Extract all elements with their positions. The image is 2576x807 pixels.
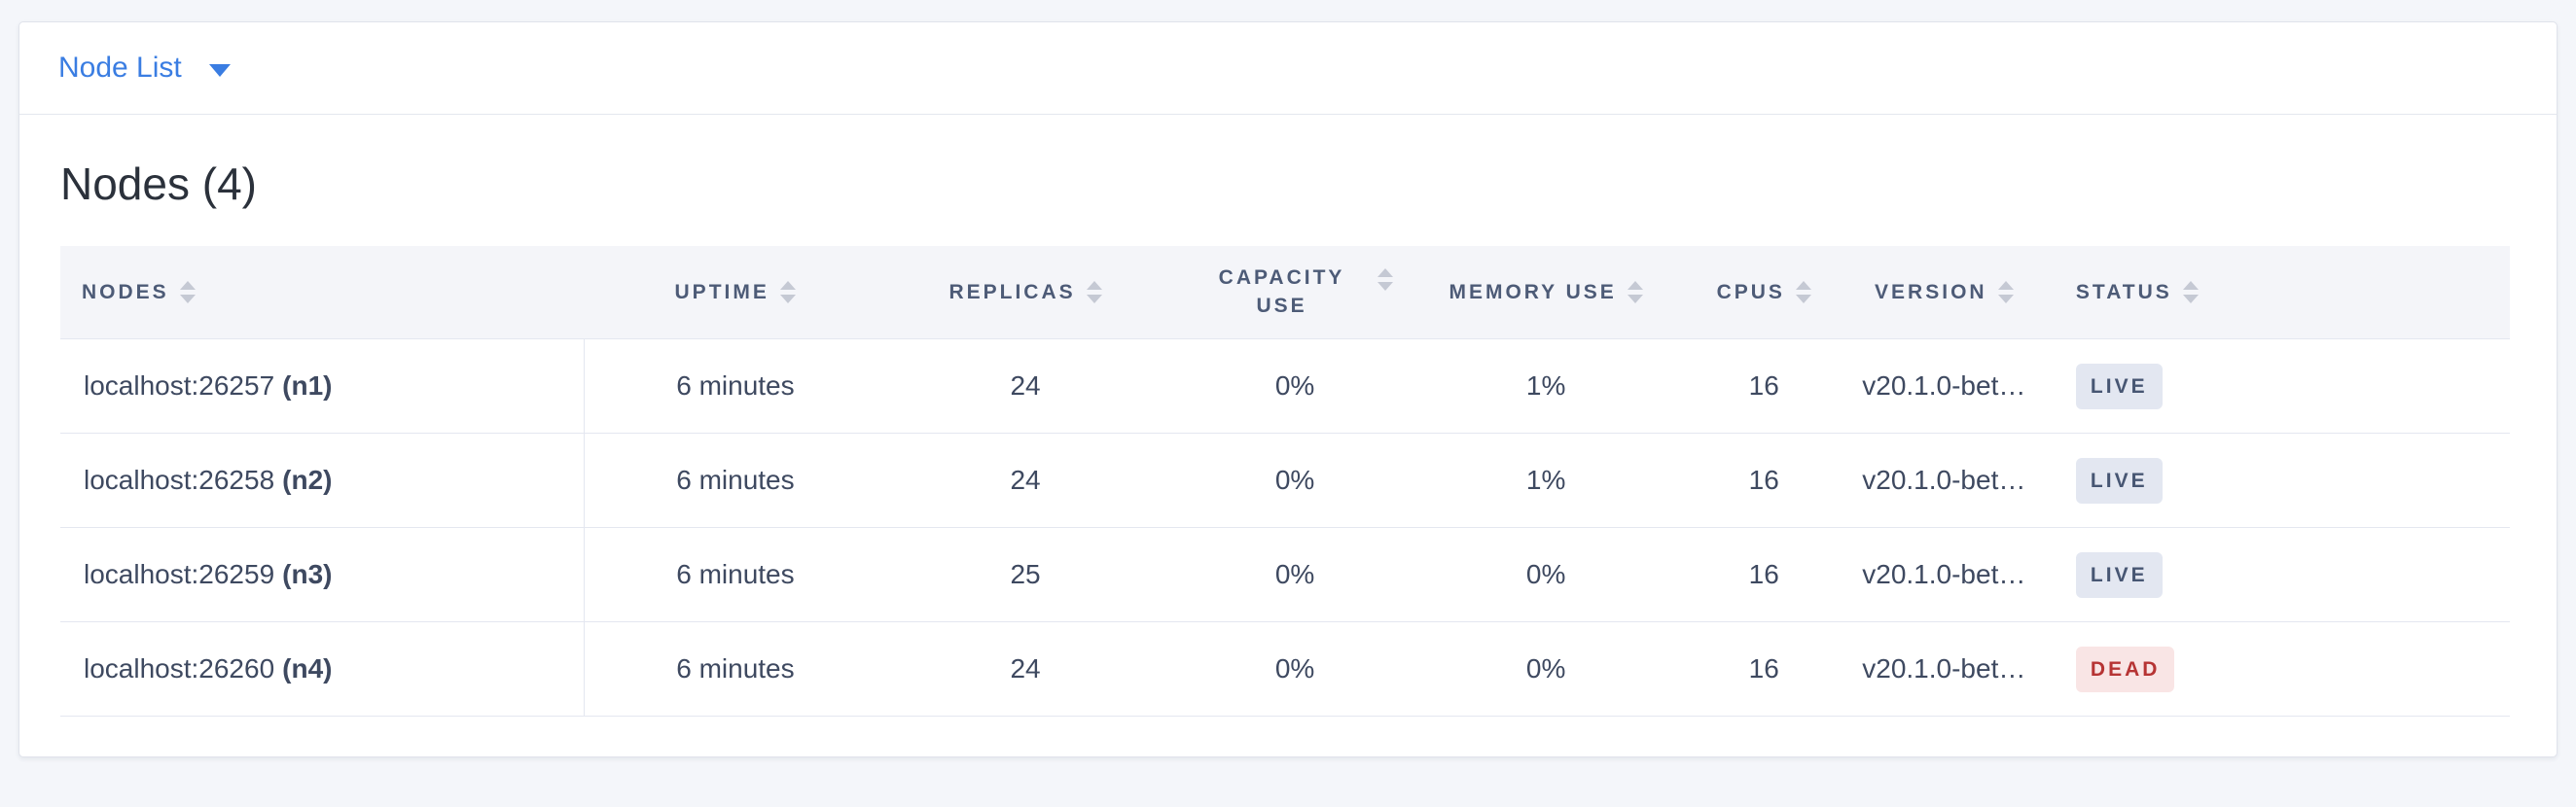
node-address: localhost:26259	[84, 559, 275, 590]
status-badge: LIVE	[2075, 363, 2163, 409]
column-header-uptime[interactable]: UPTIME	[585, 246, 886, 339]
node-address: localhost:26257	[84, 370, 275, 402]
node-row[interactable]: localhost:26260 (n4) 6 minutes 24 0% 0% 1…	[60, 621, 2510, 717]
node-id: (n4)	[282, 653, 333, 684]
node-row[interactable]: localhost:26259 (n3) 6 minutes 25 0% 0% 1…	[60, 527, 2510, 622]
version-cell: v20.1.0-bet…	[1862, 559, 2026, 590]
node-id: (n3)	[282, 559, 333, 590]
node-id: (n2)	[282, 465, 333, 496]
column-header-version[interactable]: VERSION	[1861, 246, 2027, 339]
view-selector-label[interactable]: Node List	[58, 52, 182, 84]
column-header-status[interactable]: STATUS	[2027, 246, 2510, 339]
version-cell: v20.1.0-bet…	[1862, 465, 2026, 496]
replicas-cell: 24	[1010, 653, 1041, 684]
table-header-row: NODES UPTIME REPLICAS CAPACITY USE MEMOR…	[60, 245, 2510, 339]
sort-icon[interactable]	[1795, 281, 1811, 304]
status-badge: LIVE	[2075, 457, 2163, 504]
cpus-cell: 16	[1748, 370, 1779, 402]
uptime-cell: 6 minutes	[676, 465, 795, 496]
view-selector-bar: Node List	[19, 22, 2557, 115]
memory-use-cell: 1%	[1525, 370, 1566, 402]
column-header-cpus[interactable]: CPUS	[1667, 246, 1861, 339]
column-label: VERSION	[1875, 280, 1987, 303]
column-label: CPUS	[1716, 280, 1785, 303]
view-selector-dropdown[interactable]: Node List	[58, 52, 231, 85]
capacity-use-cell: 0%	[1274, 370, 1315, 402]
replicas-cell: 24	[1010, 465, 1041, 496]
column-header-nodes[interactable]: NODES	[60, 246, 585, 339]
cpus-cell: 16	[1748, 465, 1779, 496]
column-label: CAPACITY USE	[1218, 265, 1345, 318]
column-header-memory-use[interactable]: MEMORY USE	[1425, 246, 1667, 339]
cpus-cell: 16	[1748, 559, 1779, 590]
node-row[interactable]: localhost:26258 (n2) 6 minutes 24 0% 1% 1…	[60, 433, 2510, 528]
capacity-use-cell: 0%	[1274, 465, 1315, 496]
node-list-card: Node List Nodes (4) NODES UPTIME	[18, 21, 2558, 758]
capacity-use-cell: 0%	[1274, 559, 1315, 590]
uptime-cell: 6 minutes	[676, 559, 795, 590]
column-label: MEMORY USE	[1449, 280, 1617, 303]
column-header-capacity-use[interactable]: CAPACITY USE	[1165, 246, 1425, 339]
status-cell: LIVE	[2027, 528, 2510, 622]
uptime-cell: 6 minutes	[676, 370, 795, 402]
node-address-cell[interactable]: localhost:26259 (n3)	[60, 527, 586, 622]
memory-use-cell: 1%	[1525, 465, 1566, 496]
version-cell: v20.1.0-bet…	[1862, 370, 2026, 402]
node-address: localhost:26260	[84, 653, 275, 684]
node-address-cell[interactable]: localhost:26257 (n1)	[60, 338, 586, 434]
capacity-use-cell: 0%	[1274, 653, 1315, 684]
status-cell: LIVE	[2027, 434, 2510, 528]
caret-down-icon[interactable]	[208, 63, 231, 77]
column-label: UPTIME	[674, 280, 769, 303]
status-badge: DEAD	[2075, 646, 2175, 692]
node-list-content: Nodes (4) NODES UPTIME REPLICAS	[19, 159, 2557, 756]
sort-icon[interactable]	[179, 281, 196, 304]
sort-icon[interactable]	[1997, 281, 2014, 304]
column-header-replicas[interactable]: REPLICAS	[886, 246, 1165, 339]
column-label: REPLICAS	[948, 280, 1076, 303]
memory-use-cell: 0%	[1525, 559, 1566, 590]
node-row[interactable]: localhost:26257 (n1) 6 minutes 24 0% 1% 1…	[60, 338, 2510, 434]
sort-icon[interactable]	[1086, 281, 1102, 304]
replicas-cell: 24	[1010, 370, 1041, 402]
status-cell: LIVE	[2027, 339, 2510, 434]
replicas-cell: 25	[1010, 559, 1041, 590]
memory-use-cell: 0%	[1525, 653, 1566, 684]
status-cell: DEAD	[2027, 622, 2510, 717]
sort-icon[interactable]	[1377, 267, 1394, 291]
version-cell: v20.1.0-bet…	[1862, 653, 2026, 684]
cpus-cell: 16	[1748, 653, 1779, 684]
sort-icon[interactable]	[779, 281, 796, 304]
node-id: (n1)	[282, 370, 333, 402]
nodes-table: NODES UPTIME REPLICAS CAPACITY USE MEMOR…	[60, 245, 2510, 718]
node-address-cell[interactable]: localhost:26258 (n2)	[60, 433, 586, 528]
status-badge: LIVE	[2075, 551, 2163, 598]
sort-icon[interactable]	[2182, 281, 2199, 304]
column-label: NODES	[82, 280, 169, 303]
sort-icon[interactable]	[1627, 281, 1643, 304]
uptime-cell: 6 minutes	[676, 653, 795, 684]
column-label: STATUS	[2075, 280, 2172, 303]
page-title: Nodes (4)	[60, 158, 257, 209]
node-address-cell[interactable]: localhost:26260 (n4)	[60, 621, 586, 717]
node-address: localhost:26258	[84, 465, 275, 496]
